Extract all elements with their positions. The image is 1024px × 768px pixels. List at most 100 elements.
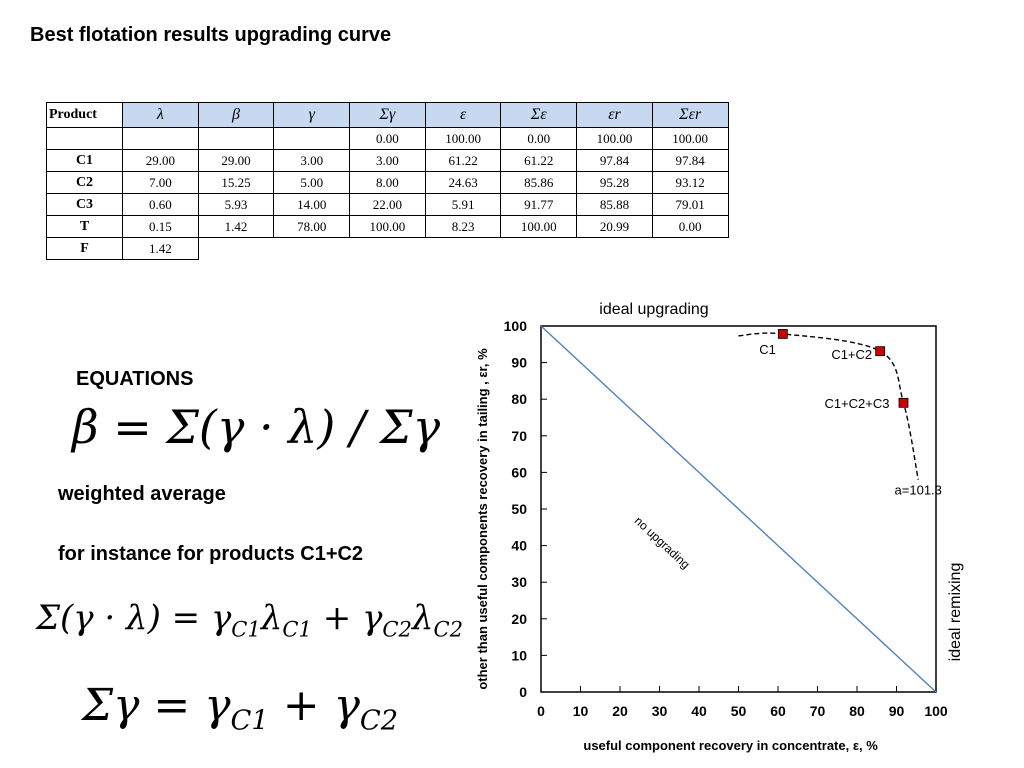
table-cell: 5.91 (425, 194, 501, 216)
table-cell (274, 128, 350, 150)
table-row: C3 0.60 5.93 14.00 22.00 5.91 91.77 85.88 79.01 (47, 194, 729, 216)
x-tick-label: 100 (924, 703, 948, 719)
weighted-average-label: weighted average (58, 483, 226, 506)
table-cell: 5.93 (198, 194, 274, 216)
table-cell: 85.88 (577, 194, 653, 216)
x-tick-label: 90 (889, 703, 905, 719)
table-cell: 100.00 (350, 216, 426, 238)
table-cell: 100.00 (425, 128, 501, 150)
y-tick-label: 100 (504, 318, 528, 334)
table-cell: 29.00 (123, 150, 199, 172)
table-cell: 85.86 (501, 172, 577, 194)
table-cell: 22.00 (350, 194, 426, 216)
table-cell: 3.00 (274, 150, 350, 172)
row-label (47, 128, 123, 150)
table-cell: 20.99 (577, 216, 653, 238)
table-cell (123, 128, 199, 150)
table-cell: 91.77 (501, 194, 577, 216)
header-sum-epsilon: Σε (501, 103, 577, 128)
sum-gamma-lambda-equation: Σ(γ · λ) = γC1λC1 + γC2λC2 (36, 598, 463, 641)
table-row: 0.00 100.00 0.00 100.00 100.00 (47, 128, 729, 150)
table-cell: 61.22 (425, 150, 501, 172)
sum-gamma-equation: Σγ = γC1 + γC2 (82, 680, 398, 737)
y-axis-label: other than useful components recovery in… (475, 348, 490, 690)
table-cell: 24.63 (425, 172, 501, 194)
y-tick-label: 50 (511, 501, 527, 517)
x-tick-label: 0 (537, 703, 545, 719)
table-cell: 93.12 (652, 172, 728, 194)
table-header-row: Product λ β γ Σγ ε Σε εr Σεr (47, 103, 729, 128)
table-cell: 100.00 (652, 128, 728, 150)
y-tick-label: 10 (511, 647, 527, 663)
table-row: T 0.15 1.42 78.00 100.00 8.23 100.00 20.99 0.00 (47, 216, 729, 238)
table-cell: 0.15 (123, 216, 199, 238)
y-tick-label: 90 (511, 355, 527, 371)
no-upgrading-annotation: no upgrading (632, 514, 693, 572)
table-cell: 0.00 (350, 128, 426, 150)
row-label: T (47, 216, 123, 238)
row-label: C2 (47, 172, 123, 194)
header-lambda: λ (123, 103, 199, 128)
table-cell: 100.00 (501, 216, 577, 238)
ideal-remixing-label: ideal remixing (947, 563, 964, 662)
table-cell: 1.42 (198, 216, 274, 238)
beta-equation: β = Σ(γ · λ) / Σγ (72, 400, 440, 454)
table-cell: 100.00 (577, 128, 653, 150)
x-tick-label: 80 (849, 703, 865, 719)
header-epsilon: ε (425, 103, 501, 128)
upgrading-chart: 0 10 20 30 40 50 60 70 80 90 100 0 10 20 30 40 50 60 70 80 9… (470, 290, 990, 760)
table-cell: 5.00 (274, 172, 350, 194)
table-row: C2 7.00 15.25 5.00 8.00 24.63 85.86 95.28 93.12 (47, 172, 729, 194)
table-cell: 0.00 (501, 128, 577, 150)
feed-label: F (47, 238, 123, 260)
table-cell: 8.23 (425, 216, 501, 238)
header-sum-epsilon-r: Σεr (652, 103, 728, 128)
header-epsilon-r: εr (577, 103, 653, 128)
x-axis-label: useful component recovery in concentrate… (583, 738, 878, 753)
x-tick-label: 10 (573, 703, 589, 719)
table-cell: 78.00 (274, 216, 350, 238)
table-cell: 0.00 (652, 216, 728, 238)
x-tick-label: 40 (691, 703, 707, 719)
x-tick-label: 60 (770, 703, 786, 719)
x-tick-label: 70 (810, 703, 826, 719)
header-beta: β (198, 103, 274, 128)
x-tick-label: 50 (731, 703, 747, 719)
slide-title: Best flotation results upgrading curve (30, 24, 391, 47)
table-cell: 15.25 (198, 172, 274, 194)
data-point-marker (876, 347, 885, 356)
header-gamma: γ (274, 103, 350, 128)
table-cell: 61.22 (501, 150, 577, 172)
table-cell (198, 128, 274, 150)
y-tick-label: 60 (511, 464, 527, 480)
table-cell: 8.00 (350, 172, 426, 194)
header-sum-gamma: Σγ (350, 103, 426, 128)
x-tick-label: 30 (652, 703, 668, 719)
table-cell: 14.00 (274, 194, 350, 216)
x-tick-label: 20 (612, 703, 628, 719)
feed-row: F 1.42 (47, 238, 729, 260)
table-row: C1 29.00 29.00 3.00 3.00 61.22 61.22 97.84 97.84 (47, 150, 729, 172)
row-label: C1 (47, 150, 123, 172)
row-label: C3 (47, 194, 123, 216)
y-tick-label: 40 (511, 538, 527, 554)
y-tick-label: 20 (511, 611, 527, 627)
table-cell: 3.00 (350, 150, 426, 172)
table-cell: 79.01 (652, 194, 728, 216)
data-point-label: C1+C2 (831, 347, 872, 362)
y-tick-label: 0 (519, 684, 527, 700)
y-tick-label: 80 (511, 391, 527, 407)
data-point-marker (778, 329, 787, 338)
y-tick-label: 70 (511, 428, 527, 444)
table-cell: 0.60 (123, 194, 199, 216)
chart-title: ideal upgrading (599, 301, 708, 318)
table-cell: 97.84 (577, 150, 653, 172)
table-cell: 97.84 (652, 150, 728, 172)
results-table: Product λ β γ Σγ ε Σε εr Σεr 0.00 100.00 0… (46, 102, 729, 260)
table-cell: 29.00 (198, 150, 274, 172)
feed-value: 1.42 (123, 238, 199, 260)
data-point-label: C1+C2+C3 (824, 396, 889, 411)
table-cell: 7.00 (123, 172, 199, 194)
data-point-marker (899, 398, 908, 407)
equations-heading: EQUATIONS (76, 368, 193, 391)
